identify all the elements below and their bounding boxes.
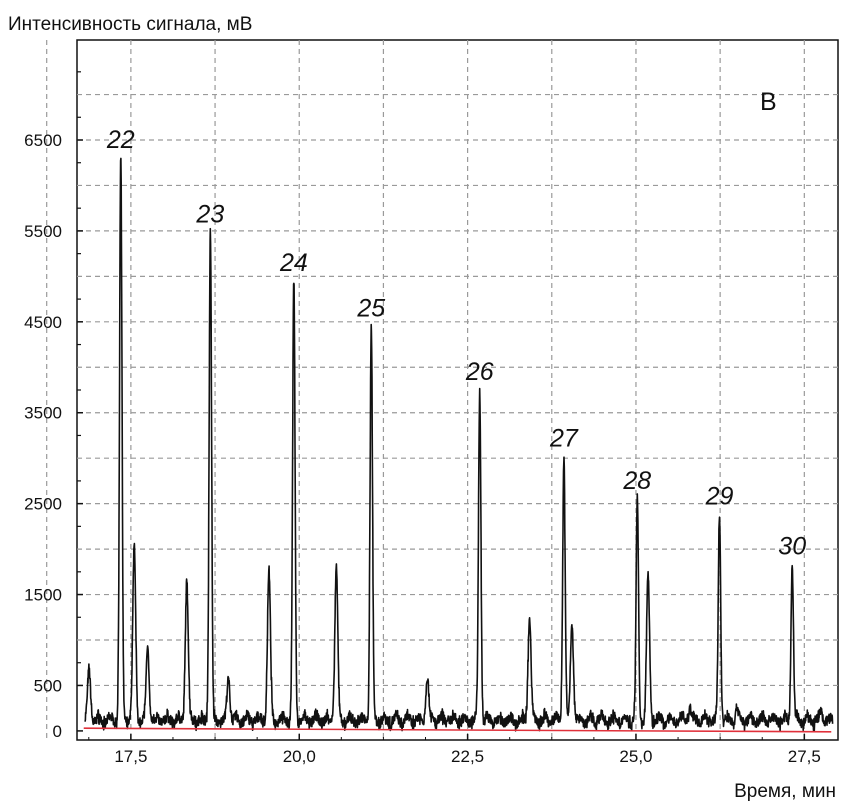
axes: 0 500 1500 2500 3500 4500 5500 6500 17,5 20,0 22,5… [24,71,821,766]
peak-label-27: 27 [549,424,579,452]
grid-lines [46,40,838,740]
peak-label-22: 22 [106,126,135,154]
y-axis-title: Интенсивность сигнала, мВ [8,14,252,35]
y-tick-label: 2500 [24,495,62,514]
y-tick-label: 1500 [24,586,62,605]
y-tick-label: 6500 [24,131,62,150]
panel-label: В [760,88,777,116]
peak-label-28: 28 [622,467,651,495]
y-tick-label: 4500 [24,313,62,332]
peak-labels: 22 23 24 25 26 27 28 29 30 [106,126,806,560]
peak-label-26: 26 [465,358,494,386]
x-tick-label: 17,5 [114,747,147,766]
x-axis-title: Время, мин [734,781,836,802]
peak-label-30: 30 [778,533,806,561]
series-group [83,157,834,733]
peak-label-25: 25 [356,294,385,322]
y-tick-label: 500 [34,676,62,695]
y-tick-label: 5500 [24,222,62,241]
peak-label-29: 29 [705,483,734,511]
x-tick-label: 25,0 [619,747,652,766]
x-tick-label: 20,0 [283,747,316,766]
y-tick-label: 3500 [24,404,62,423]
y-tick-label: 0 [53,722,62,741]
x-tick-label: 27,5 [788,747,821,766]
x-tick-label: 22,5 [451,747,484,766]
peak-label-24: 24 [279,249,308,277]
baseline-line [83,727,832,733]
plot-area-frame [76,39,839,741]
peak-label-23: 23 [195,201,224,229]
signal-line [84,157,834,732]
